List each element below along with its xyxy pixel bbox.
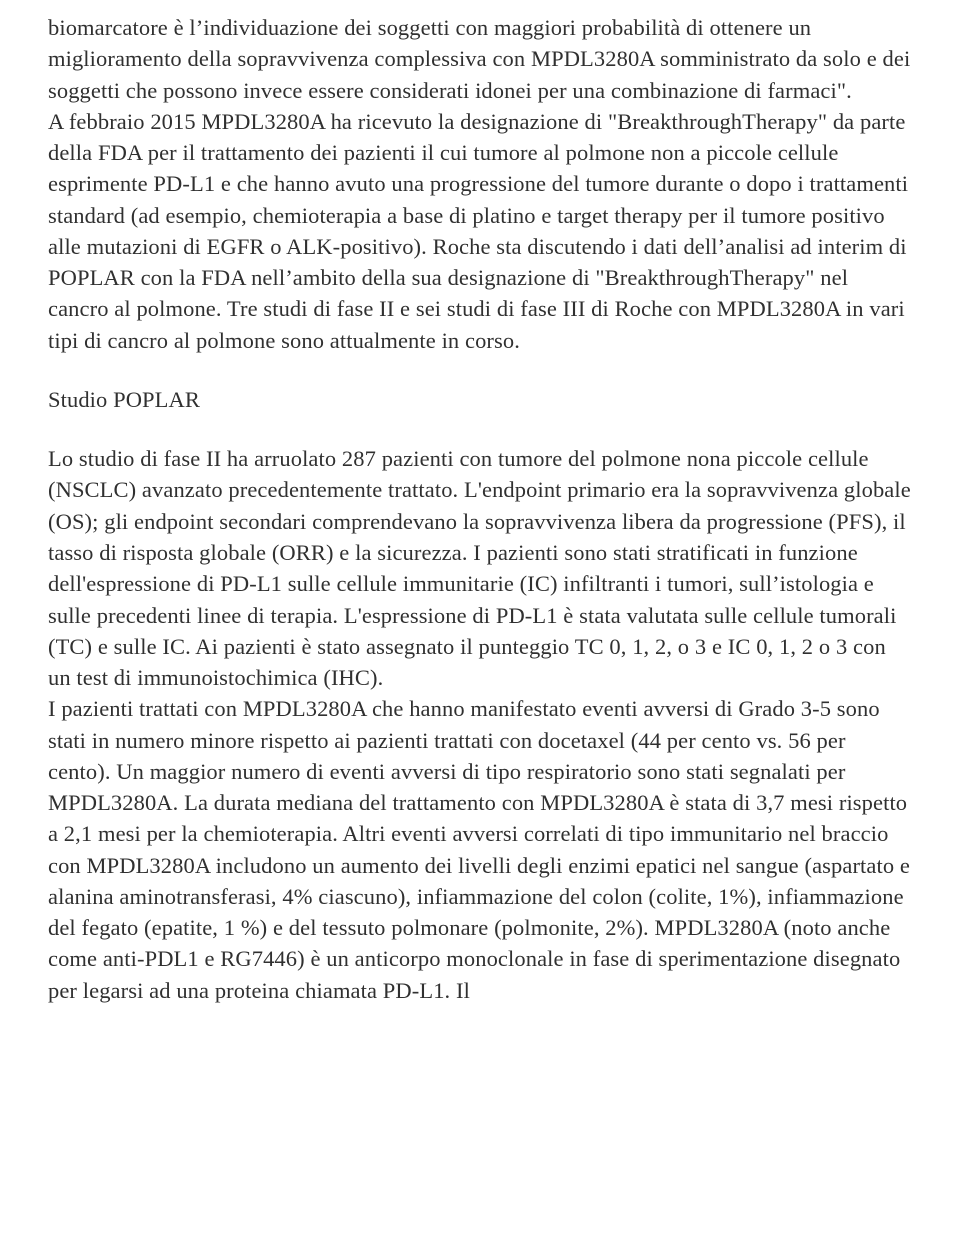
body-paragraph-4: I pazienti trattati con MPDL3280A che ha… bbox=[48, 693, 912, 1006]
body-paragraph-3: Lo studio di fase II ha arruolato 287 pa… bbox=[48, 443, 912, 693]
body-paragraph-2: A febbraio 2015 MPDL3280A ha ricevuto la… bbox=[48, 106, 912, 356]
body-paragraph-1: biomarcatore è l’individuazione dei sogg… bbox=[48, 12, 912, 106]
section-title-poplar: Studio POPLAR bbox=[48, 384, 912, 415]
